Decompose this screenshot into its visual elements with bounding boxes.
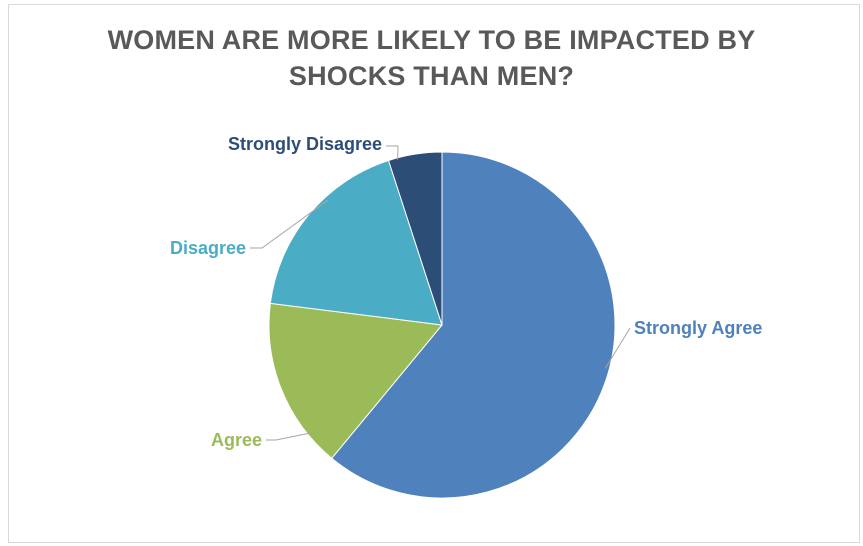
- chart-title-line-1: WOMEN ARE MORE LIKELY TO BE IMPACTED BY: [107, 25, 756, 55]
- slice-label-strongly-agree: Strongly Agree: [634, 318, 762, 338]
- pie-slice-agree: [268, 302, 443, 460]
- chart-title-line-2: SHOCKS THAN MEN?: [288, 61, 575, 91]
- leader-lines: [250, 145, 631, 441]
- slice-label-strongly-disagree: Strongly Disagree: [228, 134, 382, 154]
- pie-slices: [268, 151, 616, 499]
- chart-title: WOMEN ARE MORE LIKELY TO BE IMPACTED BY …: [0, 22, 863, 94]
- pie-slice-strongly-agree: [331, 151, 616, 499]
- leader-line-agree: [266, 432, 312, 441]
- leader-line-strongly-agree: [604, 327, 631, 369]
- leader-line-disagree: [250, 199, 329, 249]
- leader-line-strongly-disagree: [386, 145, 399, 160]
- slice-label-agree: Agree: [211, 430, 262, 450]
- slice-label-disagree: Disagree: [170, 238, 246, 258]
- pie-slice-strongly-disagree: [387, 151, 443, 326]
